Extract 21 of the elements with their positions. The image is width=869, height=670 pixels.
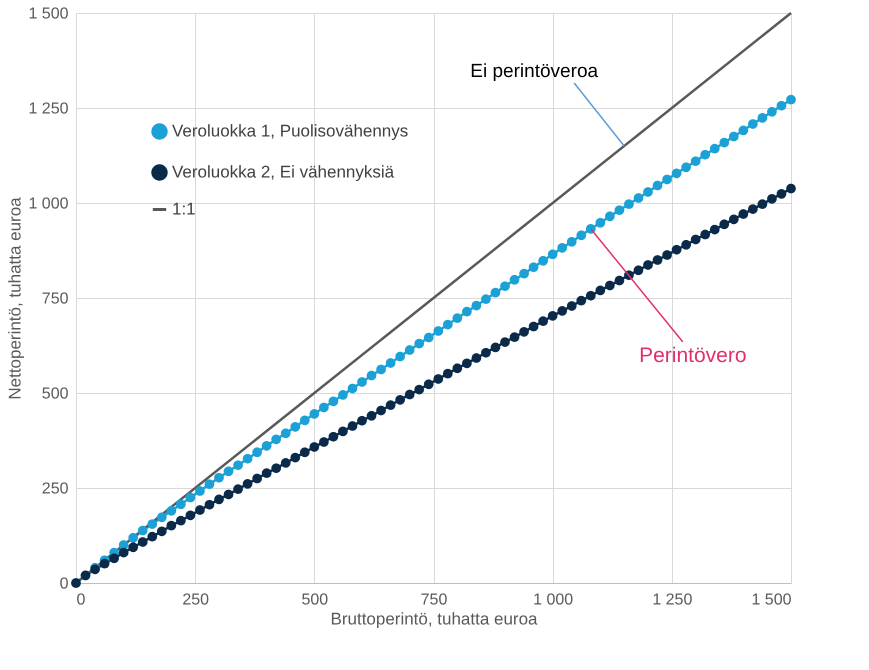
- annotation: Ei perintöveroa: [470, 61, 598, 82]
- x-tick-label: 1 000: [533, 592, 574, 608]
- y-axis-title: Nettoperintö, tuhatta euroa: [5, 196, 24, 400]
- x-tick-label: 1 500: [751, 592, 792, 608]
- y-tick-label: 0: [60, 576, 69, 592]
- y-tick-label: 500: [42, 386, 69, 402]
- x-tick-label: 0: [76, 592, 86, 608]
- annotation: Perintövero: [639, 344, 746, 367]
- y-tick-label: 1 250: [28, 100, 69, 118]
- x-tick-label: 1 250: [652, 592, 692, 608]
- legend-label: Veroluokka 1, Puolisovähennys: [172, 122, 408, 140]
- y-tick-label: 750: [42, 290, 69, 308]
- legend-label: Veroluokka 2, Ei vähennyksiä: [172, 162, 395, 182]
- x-tick-label: 750: [420, 592, 448, 608]
- y-tick-label: 1 500: [28, 6, 69, 22]
- x-tick-label: 250: [182, 592, 210, 608]
- legend-label: 1:1: [172, 200, 196, 218]
- x-axis-title: Bruttoperintö, tuhatta euroa: [330, 610, 538, 628]
- x-tick-label: 500: [301, 592, 328, 608]
- y-tick-label: 1 000: [28, 196, 69, 212]
- y-tick-label: 250: [42, 480, 69, 498]
